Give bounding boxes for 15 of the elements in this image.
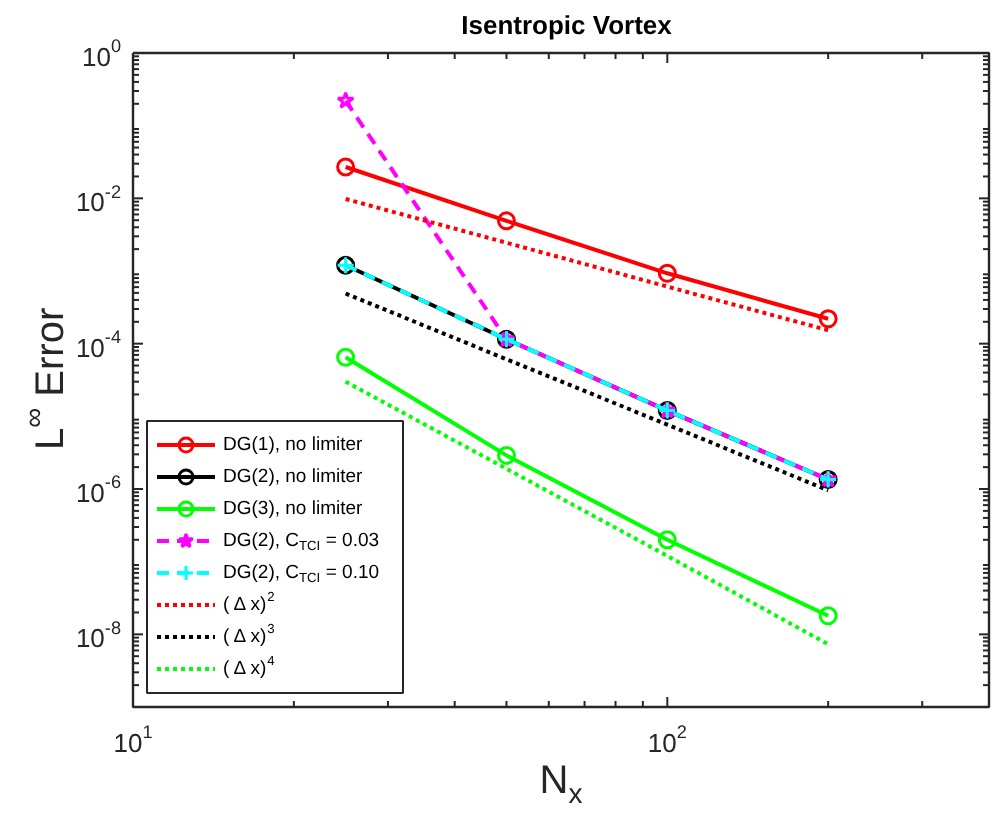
point	[657, 263, 677, 283]
legend-label: DG(2), no limiter	[223, 466, 363, 488]
legend-label: DG(1), no limiter	[223, 434, 363, 456]
point	[336, 91, 355, 109]
y-axis-title: L∞ Error	[17, 307, 73, 450]
chart-title: Isentropic Vortex	[461, 10, 674, 40]
point	[657, 530, 677, 550]
point	[496, 445, 516, 465]
point	[336, 347, 356, 367]
point	[818, 606, 838, 626]
line-series	[343, 196, 831, 333]
point	[496, 211, 516, 231]
point	[336, 157, 356, 177]
point	[818, 309, 838, 329]
legend-label: DG(3), no limiter	[223, 498, 363, 520]
